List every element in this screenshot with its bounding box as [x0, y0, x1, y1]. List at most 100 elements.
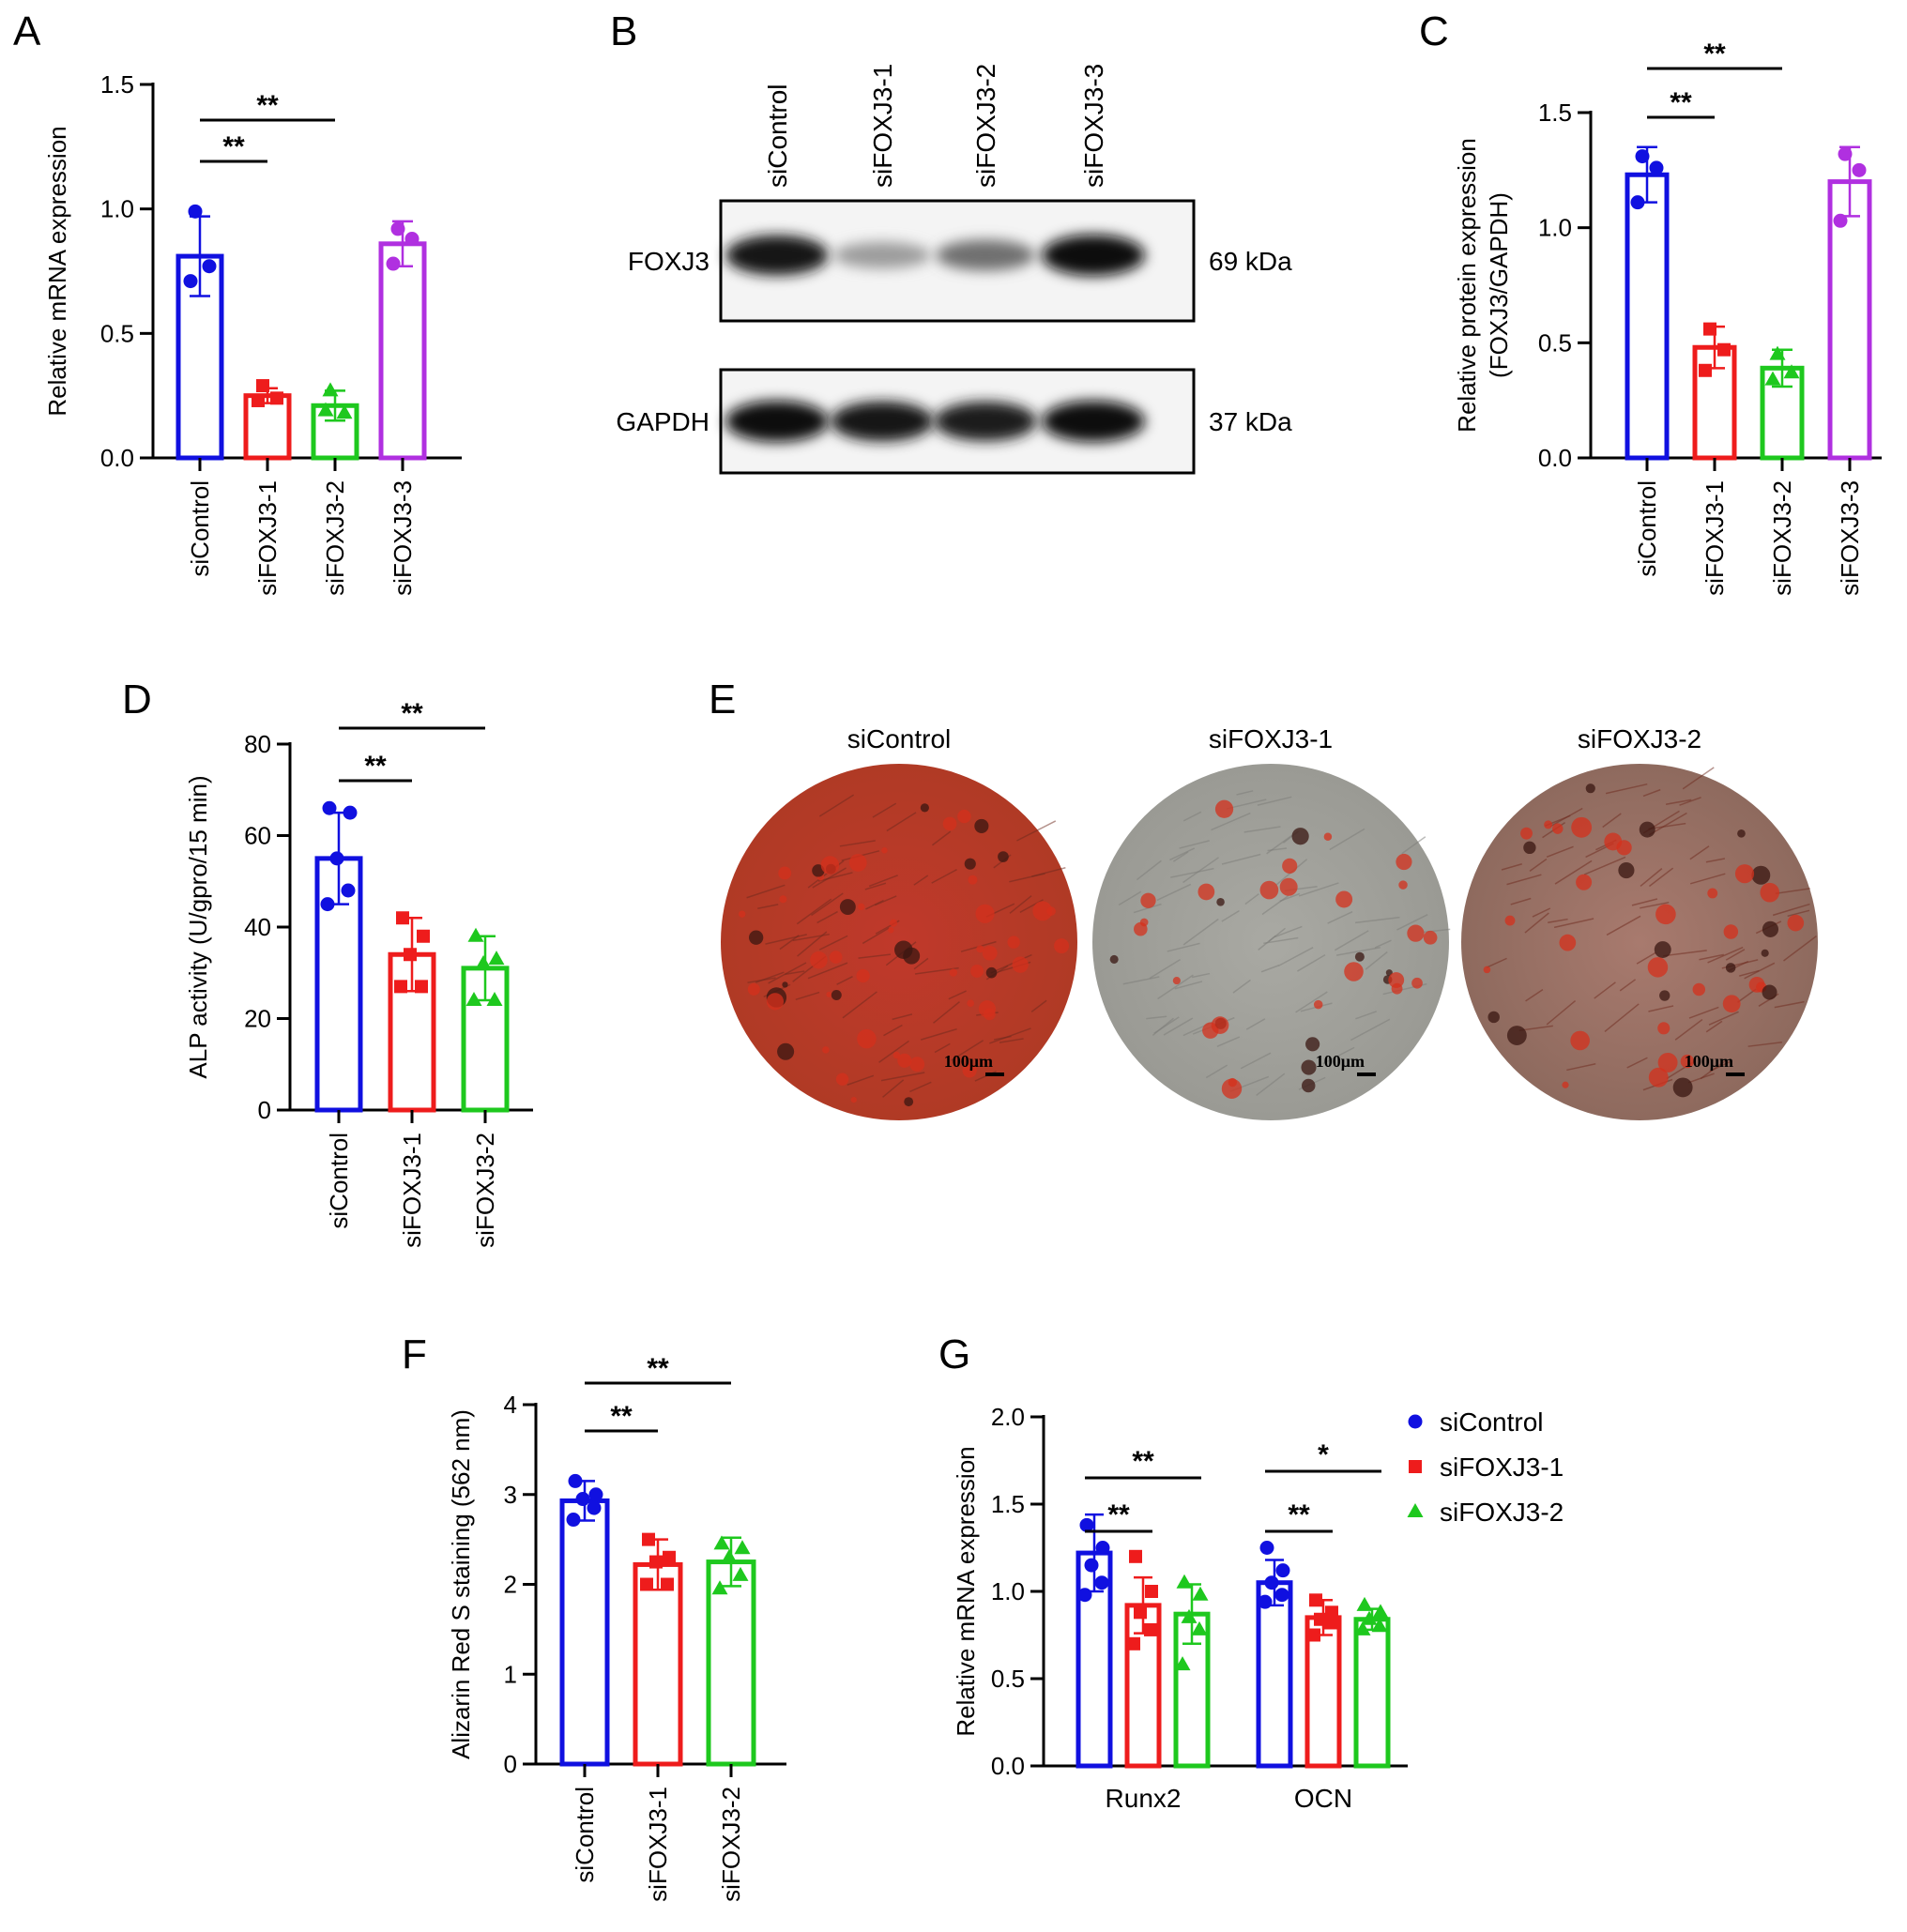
texture-stroke: [1354, 916, 1400, 924]
y-tick-label: 2: [504, 1571, 517, 1599]
data-point: [1769, 345, 1786, 360]
texture-stroke: [1772, 903, 1810, 917]
stain-spot: [1576, 874, 1593, 890]
stain-spot: [778, 866, 792, 880]
texture-stroke: [1169, 847, 1196, 861]
stain-spot: [1305, 1037, 1320, 1052]
y-tick-label: 0: [258, 1096, 271, 1124]
chart-panel-d: 0 20 40 60 80 ALP activity (U/gpro/15 min) siC…: [184, 698, 533, 1248]
stain-spot: [1680, 1054, 1695, 1069]
scale-bar-label: 100μm: [1685, 1052, 1733, 1071]
texture-stroke: [1663, 950, 1707, 957]
texture-stroke: [1689, 873, 1726, 885]
stain-spot: [881, 847, 888, 854]
data-point: [587, 1500, 602, 1515]
texture-stroke: [882, 1079, 905, 1098]
x-category-label: OCN: [1294, 1784, 1352, 1813]
stain-spot: [1354, 951, 1365, 962]
texture-stroke: [1626, 1057, 1648, 1069]
data-point: [1361, 1610, 1378, 1625]
y-tick-label: 60: [244, 822, 271, 850]
stain-spot: [1585, 783, 1595, 794]
texture-stroke: [1679, 797, 1701, 806]
micrograph-label: siControl: [847, 724, 951, 753]
blot-band: [831, 401, 934, 442]
texture-stroke: [1619, 979, 1637, 992]
significance-label: **: [1288, 1499, 1310, 1530]
stain-spot: [942, 816, 957, 831]
stain-spot: [964, 858, 976, 870]
data-point: [1324, 1616, 1337, 1630]
blot-band: [1042, 401, 1145, 442]
stain-spot: [1504, 915, 1516, 926]
texture-stroke: [1170, 867, 1214, 878]
stain-spot: [1054, 938, 1070, 954]
y-tick-label: 80: [244, 730, 271, 758]
data-point: [386, 256, 401, 271]
texture-stroke: [1548, 918, 1568, 923]
stain-spot: [970, 964, 984, 978]
stain-spot: [1032, 901, 1053, 921]
x-tick-label: siFOXJ3-2: [471, 1133, 499, 1248]
stain-spot: [1396, 853, 1412, 871]
bar: [559, 1498, 610, 1767]
texture-stroke: [1016, 820, 1057, 842]
panel-letter-g: G: [938, 1331, 970, 1377]
micrograph-field: [1461, 764, 1818, 1120]
y-tick-label: 0.5: [100, 319, 134, 347]
data-point: [317, 402, 334, 417]
data-point: [343, 805, 358, 820]
data-point: [488, 951, 505, 966]
texture-stroke: [1674, 1018, 1703, 1041]
texture-stroke: [989, 1027, 1031, 1044]
data-point: [270, 391, 283, 405]
chart-panel-f: 0 1 2 3 4 Alizarin Red S staining (562 nm) siC…: [447, 1353, 786, 1902]
blot-band: [936, 239, 1035, 271]
texture-stroke: [1216, 1036, 1241, 1047]
data-point: [467, 927, 484, 942]
stain-spot: [1571, 816, 1593, 838]
stain-spot: [1279, 877, 1298, 896]
legend: siControl siFOXJ3-1 siFOXJ3-2: [1407, 1407, 1564, 1527]
data-point: [566, 1513, 581, 1528]
y-axis-label: Relative mRNA expression: [43, 126, 71, 416]
texture-stroke: [1546, 845, 1574, 858]
data-point: [183, 274, 198, 289]
data-point: [1699, 363, 1712, 377]
texture-stroke: [1232, 979, 1251, 994]
data-point: [1307, 1628, 1320, 1642]
stain-spot: [1655, 904, 1676, 925]
texture-stroke: [1636, 951, 1656, 965]
texture-stroke: [1355, 1011, 1378, 1020]
stain-spot: [904, 1097, 914, 1107]
texture-stroke: [796, 898, 832, 925]
stain-spot: [1552, 823, 1564, 834]
data-point: [188, 204, 203, 219]
y-tick-label: 1.5: [1538, 99, 1572, 127]
texture-stroke: [1149, 958, 1181, 980]
significance-label: **: [401, 698, 423, 729]
data-point: [1176, 1574, 1193, 1589]
data-point: [396, 911, 409, 925]
legend-label: siFOXJ3-1: [1440, 1453, 1564, 1482]
stain-spot: [1198, 883, 1215, 901]
stain-spot: [1344, 962, 1364, 981]
texture-stroke: [1221, 909, 1240, 922]
stain-spot: [810, 951, 828, 969]
data-point: [475, 955, 492, 969]
texture-stroke: [811, 892, 844, 917]
data-point: [394, 980, 407, 994]
texture-stroke: [768, 962, 807, 984]
texture-stroke: [1156, 883, 1192, 902]
y-tick-label: 0.0: [1538, 444, 1572, 472]
y-axis-label: Relative mRNA expression: [952, 1446, 980, 1736]
texture-stroke: [842, 991, 877, 1019]
texture-stroke: [1705, 1020, 1723, 1033]
texture-stroke: [1257, 796, 1292, 806]
texture-stroke: [1236, 790, 1254, 796]
texture-stroke: [1221, 853, 1261, 865]
texture-stroke: [1506, 874, 1542, 886]
texture-stroke: [1744, 962, 1776, 980]
texture-stroke: [990, 953, 1032, 974]
y-tick-label: 0.5: [991, 1665, 1025, 1693]
